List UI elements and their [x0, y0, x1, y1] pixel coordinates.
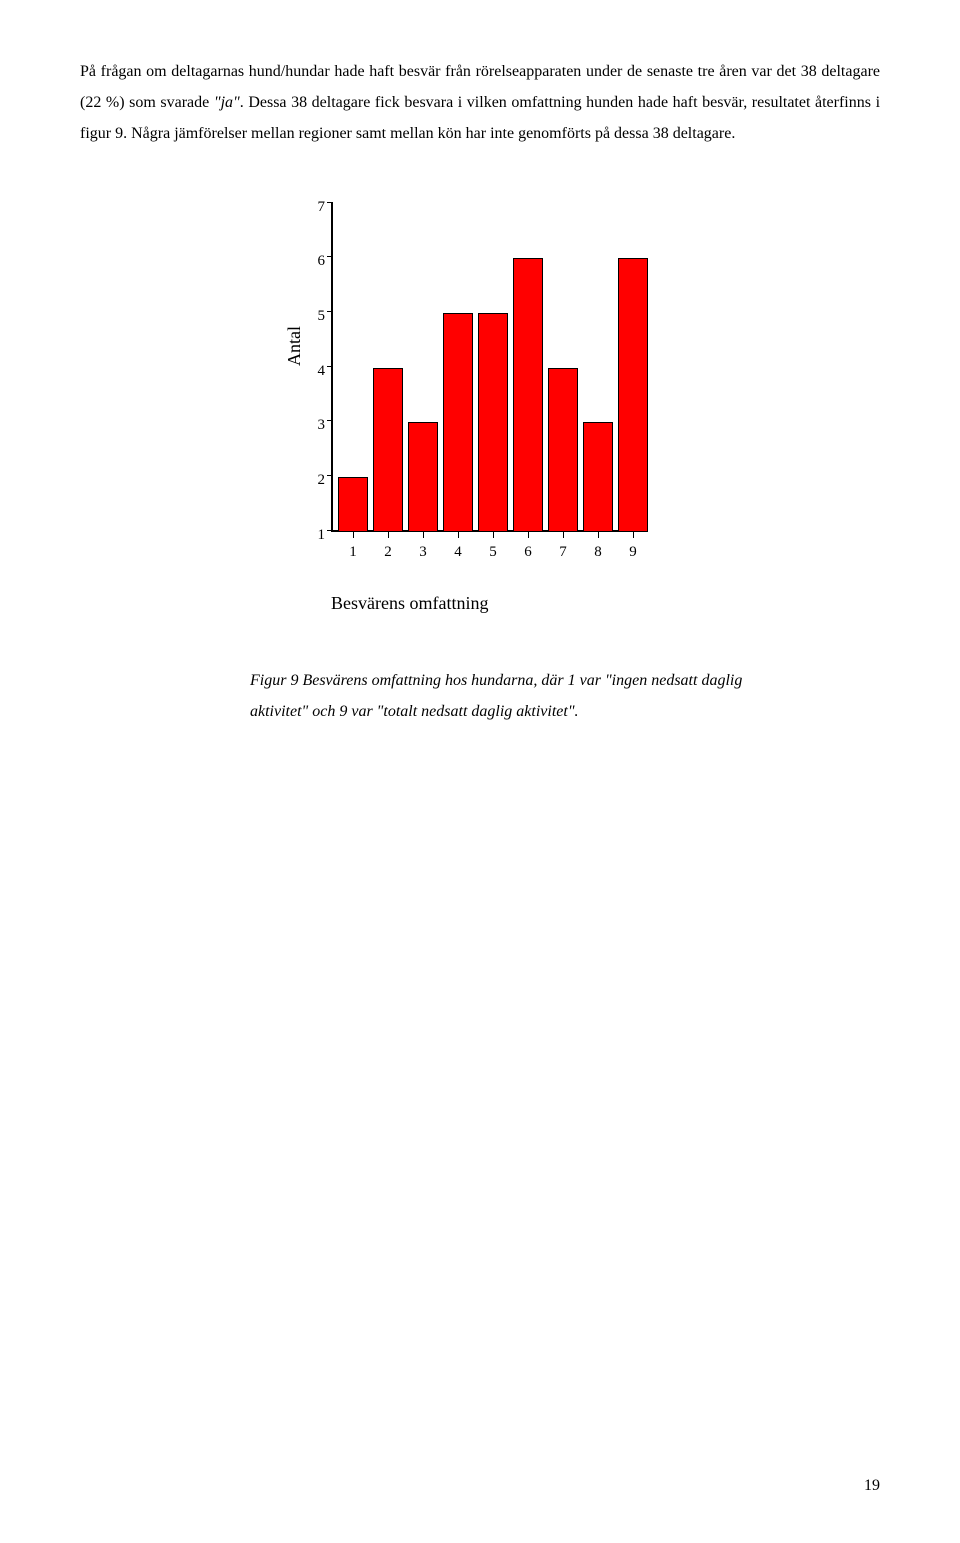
x-tick-label: 7: [548, 538, 578, 567]
page-number: 19: [864, 1470, 880, 1501]
x-tick-mark: [598, 532, 599, 538]
bar: [443, 313, 473, 532]
caption-text: Figur 9 Besvärens omfattning hos hundarn…: [250, 672, 742, 720]
x-tick-label: 6: [513, 538, 543, 567]
bars-area: [333, 204, 647, 532]
y-tick-label: 4: [303, 357, 325, 386]
y-tick-label: 3: [303, 411, 325, 440]
x-tick-mark: [458, 532, 459, 538]
bar: [618, 258, 648, 531]
para-quote-1: "ja": [214, 94, 240, 111]
x-tick-label: 8: [583, 538, 613, 567]
x-tick-label: 5: [478, 538, 508, 567]
y-tick-label: 1: [303, 521, 325, 550]
x-tick-mark: [563, 532, 564, 538]
bar: [548, 368, 578, 532]
bar: [583, 422, 613, 531]
bar-chart: Antal 1234567 123456789: [295, 198, 665, 568]
chart-container: Antal 1234567 123456789 Besvärens omfatt…: [80, 198, 880, 621]
x-tick-mark: [423, 532, 424, 538]
x-axis-label: Besvärens omfattning: [295, 586, 665, 621]
x-tick-label: 9: [618, 538, 648, 567]
figure-caption: Figur 9 Besvärens omfattning hos hundarn…: [200, 665, 760, 727]
y-tick-label: 2: [303, 466, 325, 495]
bar: [513, 258, 543, 531]
x-tick-mark: [388, 532, 389, 538]
x-tick-label: 4: [443, 538, 473, 567]
bar: [373, 368, 403, 532]
x-tick-mark: [633, 532, 634, 538]
x-tick-mark: [528, 532, 529, 538]
bar: [338, 477, 368, 532]
y-tick-label: 5: [303, 302, 325, 331]
x-tick-mark: [493, 532, 494, 538]
bar: [408, 422, 438, 531]
y-tick-label: 7: [303, 193, 325, 222]
bar: [478, 313, 508, 532]
body-paragraph: På frågan om deltagarnas hund/hundar had…: [80, 56, 880, 150]
x-tick-mark: [353, 532, 354, 538]
y-tick-mark: [327, 202, 333, 203]
y-tick-label: 6: [303, 247, 325, 276]
x-tick-label: 2: [373, 538, 403, 567]
x-tick-label: 3: [408, 538, 438, 567]
x-tick-label: 1: [338, 538, 368, 567]
